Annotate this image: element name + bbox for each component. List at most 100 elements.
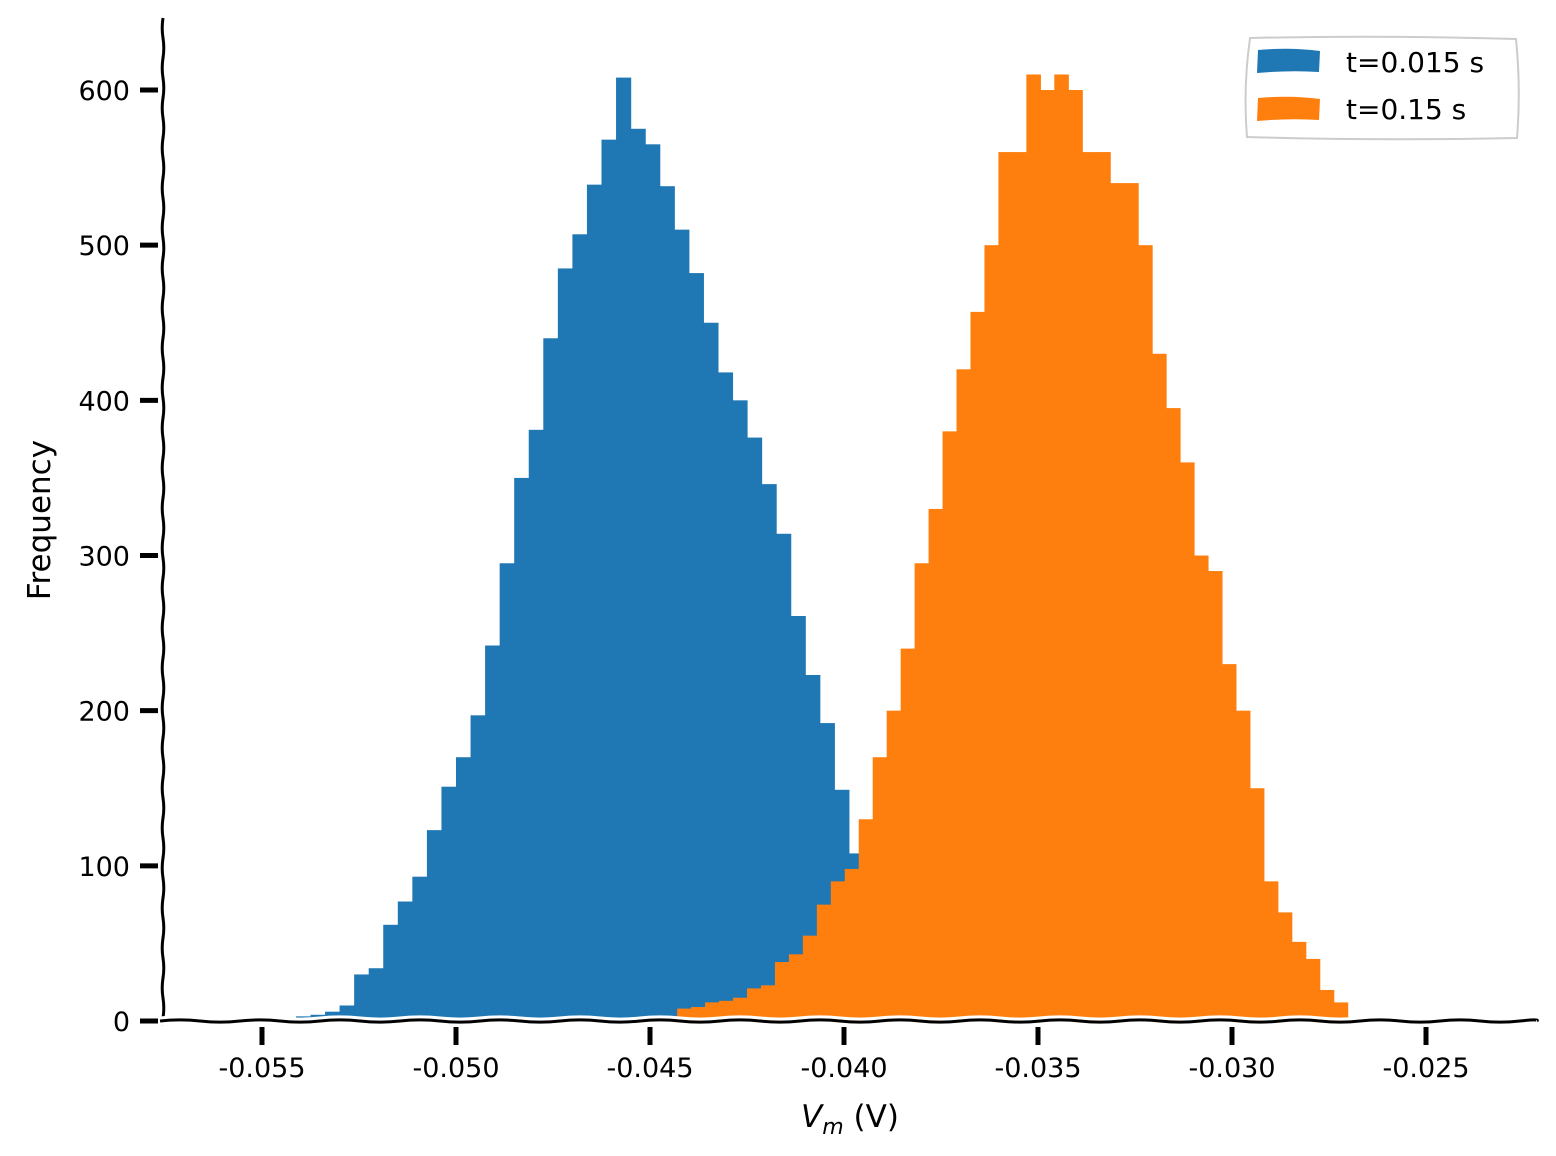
ticks-layer: 0 100 200 300 400 500 600 -0.055 -0.050 -0.045 -0.… <box>78 76 1469 1084</box>
bars-layer <box>281 74 1349 1022</box>
series-2-bar <box>1166 408 1181 1022</box>
series-2-bar <box>844 868 860 1021</box>
series-2-bar <box>1333 1002 1349 1021</box>
series-2-bar <box>1138 245 1153 1022</box>
series-2-bar <box>984 245 1000 1022</box>
series-1-bar <box>805 674 821 1021</box>
x-axis-label-symbol: V <box>801 1099 825 1135</box>
series-1-bar <box>586 184 603 1021</box>
series-2-bar <box>1082 152 1097 1021</box>
y-tick-label: 500 <box>78 231 130 262</box>
series-2-bar <box>1068 90 1083 1021</box>
series-1-bar <box>616 77 632 1022</box>
series-1-bar <box>790 616 806 1021</box>
series-2-bar <box>1263 881 1279 1021</box>
axes-layer <box>159 17 1542 1027</box>
series-1-bar <box>630 128 646 1022</box>
y-axis-line <box>160 17 166 1026</box>
series-1-bar <box>674 229 690 1021</box>
series-2-bar <box>1207 571 1223 1021</box>
x-tick-label: -0.030 <box>1188 1053 1275 1084</box>
series-2-bar <box>942 431 958 1021</box>
series-2-bar <box>1291 941 1307 1021</box>
legend-swatch-series-1 <box>1257 48 1320 73</box>
series-1-bar <box>499 563 515 1021</box>
x-tick-label: -0.045 <box>606 1053 693 1084</box>
series-2-bar <box>1319 989 1335 1021</box>
y-tick-label: 100 <box>78 852 130 883</box>
series-2-bar <box>1110 183 1125 1022</box>
series-2-bar <box>1193 555 1209 1021</box>
series-2-bar <box>1305 958 1321 1021</box>
series-2-bar <box>760 985 776 1021</box>
y-tick-label: 200 <box>78 697 130 728</box>
y-tick-label: 600 <box>78 76 130 107</box>
series-1-bar <box>572 234 588 1022</box>
series-1-bar <box>776 533 792 1021</box>
series-2-bar <box>705 1002 720 1021</box>
series-1-bar <box>441 786 457 1021</box>
series-2-bar <box>1152 353 1167 1021</box>
x-tick-label: -0.055 <box>218 1053 305 1084</box>
y-tick-label: 0 <box>113 1007 130 1038</box>
series-2-bar <box>774 962 790 1021</box>
series-2-bar <box>914 563 930 1021</box>
series-2-bar <box>1277 912 1293 1021</box>
x-tick-label: -0.035 <box>994 1053 1081 1084</box>
series-1-bar <box>747 437 763 1021</box>
series-2-bar <box>1235 710 1251 1021</box>
x-axis-label: Vm (V) <box>801 1099 899 1140</box>
series-2-bar <box>1054 74 1069 1022</box>
x-tick-label: -0.025 <box>1382 1053 1469 1084</box>
series-1-bar <box>659 186 675 1021</box>
series-1-bar <box>717 372 734 1021</box>
series-2-bar <box>1221 664 1237 1021</box>
series-1-bar <box>761 484 777 1021</box>
series-2-bar <box>928 508 944 1021</box>
legend-label-series-1: t=0.015 s <box>1346 46 1484 79</box>
series-1-bar <box>412 876 428 1021</box>
series-1-bar <box>383 924 399 1021</box>
series-2-bar <box>816 904 832 1022</box>
series-1-bar <box>688 273 704 1022</box>
series-1-bar <box>397 901 413 1021</box>
series-1-bar <box>426 830 443 1021</box>
series-1-bar <box>485 645 501 1021</box>
legend: t=0.015 s t=0.15 s <box>1244 35 1520 141</box>
series-2-bar <box>998 152 1013 1021</box>
series-1-bar <box>601 139 617 1021</box>
y-tick-label: 400 <box>78 386 130 417</box>
series-1-bar <box>354 974 370 1021</box>
series-1-bars <box>281 77 981 1022</box>
series-2-bar <box>788 954 804 1021</box>
y-axis-label: Frequency <box>22 440 58 600</box>
series-2-bar <box>1040 90 1055 1021</box>
series-2-bar <box>1180 462 1195 1021</box>
x-axis-label-subscript: m <box>822 1115 843 1140</box>
series-2-bar <box>858 819 874 1021</box>
series-1-bar <box>514 477 530 1021</box>
series-2-bar <box>1012 152 1027 1021</box>
x-tick-label: -0.050 <box>412 1053 499 1084</box>
series-1-bar <box>456 757 472 1021</box>
series-2-bar <box>872 757 888 1021</box>
series-2-bar <box>1096 152 1111 1021</box>
x-axis-line <box>159 1018 1539 1024</box>
series-1-bar <box>470 715 486 1021</box>
series-2-bar <box>830 881 846 1021</box>
series-2-bar <box>1249 788 1265 1021</box>
series-2-bar <box>733 997 748 1021</box>
series-2-bar <box>886 710 902 1021</box>
series-2-bar <box>691 1007 706 1021</box>
series-1-bar <box>543 338 559 1021</box>
series-1-bar <box>703 322 719 1021</box>
series-2-bar <box>1124 183 1139 1022</box>
series-2-bar <box>900 648 916 1021</box>
series-1-bar <box>732 400 748 1022</box>
series-1-bar <box>645 144 661 1021</box>
series-2-bar <box>956 369 972 1021</box>
series-1-bar <box>528 429 544 1021</box>
series-2-bar <box>970 311 986 1021</box>
x-axis-label-unit: (V) <box>844 1099 899 1135</box>
